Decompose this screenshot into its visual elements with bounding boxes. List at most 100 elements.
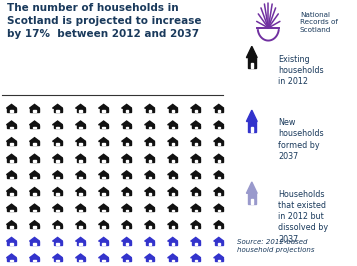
Bar (56, 193, 59, 195)
Bar (34, 110, 36, 112)
Bar (215, 258, 223, 261)
Polygon shape (214, 188, 224, 191)
Text: Existing
households
in 2012: Existing households in 2012 (278, 55, 324, 86)
Text: Households
that existed
in 2012 but
dissolved by
2037: Households that existed in 2012 but diss… (278, 190, 328, 244)
Polygon shape (30, 171, 40, 175)
Bar (149, 210, 151, 211)
Bar (80, 143, 82, 145)
Bar (126, 260, 128, 261)
Polygon shape (99, 154, 109, 158)
Bar (192, 108, 200, 112)
Bar (76, 225, 85, 228)
Bar (34, 127, 36, 128)
Bar (102, 260, 105, 261)
Polygon shape (30, 154, 40, 158)
Bar (7, 241, 16, 245)
Polygon shape (99, 188, 109, 191)
Bar (80, 127, 82, 128)
Bar (146, 125, 154, 128)
Polygon shape (246, 182, 257, 193)
Bar (102, 243, 105, 245)
Polygon shape (6, 171, 16, 175)
Bar (218, 226, 220, 228)
Polygon shape (52, 171, 62, 175)
Bar (192, 208, 200, 211)
Polygon shape (214, 138, 224, 142)
Bar (215, 108, 223, 112)
Bar (54, 125, 62, 128)
Bar (195, 243, 197, 245)
Bar (215, 125, 223, 128)
Bar (30, 158, 39, 162)
Bar (192, 158, 200, 162)
Polygon shape (76, 138, 86, 142)
Bar (7, 125, 16, 128)
Bar (149, 193, 151, 195)
Bar (192, 142, 200, 145)
Bar (172, 160, 174, 162)
Bar (126, 110, 128, 112)
Bar (126, 160, 128, 162)
Bar (149, 160, 151, 162)
Polygon shape (122, 121, 132, 125)
Bar (215, 142, 223, 145)
Bar (100, 241, 108, 245)
Bar (149, 226, 151, 228)
Polygon shape (6, 105, 16, 108)
Bar (146, 241, 154, 245)
Polygon shape (145, 105, 155, 108)
Bar (100, 142, 108, 145)
Polygon shape (145, 188, 155, 191)
Bar (76, 125, 85, 128)
Bar (54, 108, 62, 112)
Bar (76, 108, 85, 112)
Bar (169, 142, 177, 145)
Polygon shape (246, 46, 257, 58)
Polygon shape (168, 204, 178, 208)
Bar (34, 193, 36, 195)
Polygon shape (122, 254, 132, 258)
Polygon shape (6, 237, 16, 241)
Bar (195, 260, 197, 261)
Polygon shape (76, 254, 86, 258)
Bar (218, 243, 220, 245)
Bar (146, 175, 154, 178)
Bar (122, 258, 131, 261)
Polygon shape (246, 110, 257, 122)
Polygon shape (122, 188, 132, 191)
Bar (10, 110, 12, 112)
Bar (30, 225, 39, 228)
Bar (56, 243, 59, 245)
Polygon shape (6, 121, 16, 125)
Polygon shape (191, 188, 201, 191)
Polygon shape (76, 204, 86, 208)
Bar (76, 175, 85, 178)
Bar (169, 225, 177, 228)
Polygon shape (99, 254, 109, 258)
Bar (7, 191, 16, 195)
Bar (102, 110, 105, 112)
Bar (80, 160, 82, 162)
Bar (215, 175, 223, 178)
Bar (10, 260, 12, 261)
Polygon shape (6, 204, 16, 208)
Bar (218, 110, 220, 112)
Bar (10, 193, 12, 195)
Bar (7, 108, 16, 112)
Bar (54, 191, 62, 195)
Bar (146, 158, 154, 162)
Bar (146, 142, 154, 145)
Bar (122, 225, 131, 228)
Bar (215, 225, 223, 228)
Bar (76, 158, 85, 162)
Bar (169, 241, 177, 245)
Polygon shape (52, 154, 62, 158)
Bar (126, 143, 128, 145)
Polygon shape (52, 221, 62, 225)
Polygon shape (168, 154, 178, 158)
Bar (102, 226, 105, 228)
Bar (102, 193, 105, 195)
Bar (169, 191, 177, 195)
Polygon shape (52, 138, 62, 142)
Polygon shape (191, 237, 201, 241)
